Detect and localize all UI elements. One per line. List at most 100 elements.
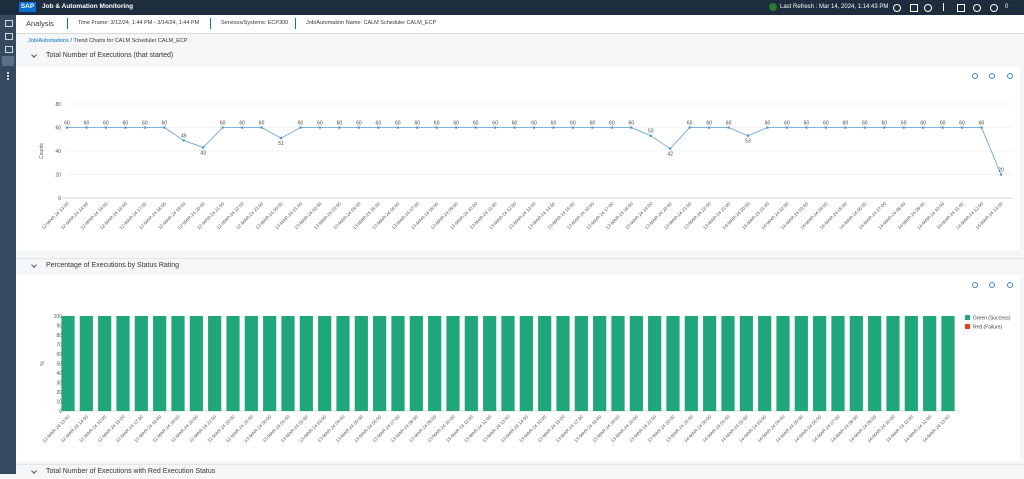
settings-icon[interactable] [893, 4, 901, 12]
zoom-in[interactable] [972, 73, 978, 79]
bar [318, 316, 332, 411]
data-point [824, 126, 828, 129]
tools-icon[interactable] [910, 4, 918, 12]
y-tick-label: 0 [58, 196, 61, 202]
data-label: 53 [745, 139, 751, 145]
data-point [941, 126, 944, 129]
data-point [396, 126, 400, 129]
icon-shape [989, 282, 995, 288]
chat-icon[interactable] [957, 4, 965, 12]
data-label: 60 [356, 121, 362, 127]
nav-home[interactable] [5, 20, 13, 27]
data-point [688, 126, 691, 129]
data-point [124, 126, 127, 129]
filter-chip[interactable]: Time Frame: 3/12/24, 1:44 PM - 3/14/24, … [67, 18, 203, 29]
bar [629, 316, 643, 411]
data-label: 60 [862, 121, 868, 127]
data-point [279, 136, 283, 140]
section-header[interactable]: Percentage of Executions by Status Ratin… [16, 258, 1024, 273]
filter-chip[interactable]: Job/Automation Name: CALM Scheduler CALM… [295, 18, 440, 29]
zoom-in[interactable] [972, 282, 978, 288]
data-point [921, 126, 925, 129]
data-point [882, 126, 886, 129]
nav-more[interactable] [7, 72, 11, 80]
bar [868, 316, 882, 411]
bar [464, 316, 478, 411]
bar [153, 316, 167, 411]
data-point [85, 126, 88, 129]
status-icon [769, 3, 777, 11]
data-point [221, 126, 224, 129]
bar [831, 316, 845, 411]
bar [391, 316, 405, 411]
reset-zoom[interactable] [1007, 282, 1013, 288]
icon-shape [1007, 282, 1013, 288]
section-title: Total Number of Executions with Red Exec… [46, 468, 216, 475]
bar [556, 316, 570, 411]
legend-label: Red (Failure) [973, 325, 1003, 331]
data-point [513, 126, 516, 129]
data-point [727, 126, 730, 129]
bar [593, 316, 607, 411]
data-point [357, 126, 361, 129]
zoom-out[interactable] [989, 73, 995, 79]
chart-panel: Counts 0 20 40 60 80 12-MAR-24 13:00 12-MAR-24 … [16, 66, 1020, 250]
data-point [980, 126, 983, 129]
section-header[interactable]: Total Number of Executions with Red Exec… [16, 464, 1024, 479]
y-tick-label: 80 [56, 333, 62, 339]
data-label: 60 [570, 121, 576, 127]
data-point [552, 126, 555, 129]
data-point [591, 126, 594, 129]
globe-icon[interactable] [924, 4, 932, 12]
data-label: 60 [979, 121, 985, 127]
y-tick-label: 60 [56, 352, 62, 358]
section-header[interactable]: Total Number of Executions (that started… [16, 49, 1024, 63]
data-label: 60 [103, 121, 109, 127]
data-point [415, 126, 419, 129]
data-label: 60 [629, 121, 635, 127]
data-point [493, 126, 497, 129]
data-point [65, 126, 69, 129]
data-point [902, 126, 906, 129]
bar [648, 316, 662, 411]
icon-shape [1007, 73, 1013, 79]
help-icon[interactable] [973, 4, 981, 12]
data-label: 60 [590, 121, 596, 127]
legend-label: Green (Success) [973, 316, 1011, 322]
nav-jobs[interactable] [5, 46, 13, 53]
y-tick-label: 20 [56, 390, 62, 396]
menu-icon[interactable] [943, 3, 944, 11]
data-point [629, 126, 633, 129]
bar [61, 316, 75, 411]
bar [281, 316, 295, 411]
data-point [766, 126, 769, 129]
logo[interactable]: SAP [19, 2, 36, 12]
bar [941, 316, 955, 411]
nav-monitor[interactable] [5, 33, 13, 40]
data-point [162, 126, 166, 129]
info-icon[interactable] [990, 4, 998, 12]
data-label: 60 [823, 121, 829, 127]
zoom-out[interactable] [989, 282, 995, 288]
notification-count[interactable]: 0 [1005, 4, 1009, 10]
data-label: 60 [920, 121, 926, 127]
data-point [649, 134, 653, 138]
nav-analysis[interactable] [2, 56, 14, 66]
data-point [999, 173, 1003, 176]
bar [354, 316, 368, 411]
breadcrumb-link[interactable]: Job/Automations [28, 38, 69, 44]
last-refresh: Last Refresh : Mar 14, 2024, 1:14:43 PM [780, 4, 889, 10]
section-title: Percentage of Executions by Status Ratin… [46, 262, 180, 269]
bar [171, 316, 185, 411]
toolbar: Analysis Time Frame: 3/12/24, 1:44 PM - … [16, 15, 1024, 34]
reset-zoom[interactable] [1007, 73, 1013, 79]
y-tick-label: 60 [55, 125, 61, 131]
bar [538, 316, 552, 411]
data-point [182, 139, 186, 142]
filter-chip[interactable]: Services/Systems: ECP300 [210, 18, 292, 29]
bar [923, 316, 937, 411]
data-point [863, 126, 867, 129]
y-axis-label: % [40, 361, 46, 366]
data-point [844, 126, 847, 129]
